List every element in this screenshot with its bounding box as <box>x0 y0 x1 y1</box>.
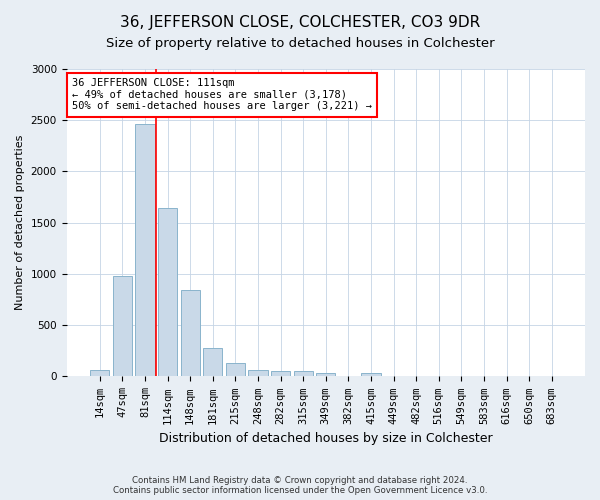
Text: Contains HM Land Registry data © Crown copyright and database right 2024.
Contai: Contains HM Land Registry data © Crown c… <box>113 476 487 495</box>
Bar <box>271 372 290 376</box>
X-axis label: Distribution of detached houses by size in Colchester: Distribution of detached houses by size … <box>159 432 493 445</box>
Text: 36 JEFFERSON CLOSE: 111sqm
← 49% of detached houses are smaller (3,178)
50% of s: 36 JEFFERSON CLOSE: 111sqm ← 49% of deta… <box>72 78 372 112</box>
Bar <box>136 124 155 376</box>
Text: Size of property relative to detached houses in Colchester: Size of property relative to detached ho… <box>106 38 494 51</box>
Bar <box>226 363 245 376</box>
Bar <box>293 371 313 376</box>
Y-axis label: Number of detached properties: Number of detached properties <box>15 135 25 310</box>
Bar <box>203 348 223 376</box>
Bar <box>248 370 268 376</box>
Text: 36, JEFFERSON CLOSE, COLCHESTER, CO3 9DR: 36, JEFFERSON CLOSE, COLCHESTER, CO3 9DR <box>120 15 480 30</box>
Bar <box>361 373 380 376</box>
Bar <box>158 208 177 376</box>
Bar <box>90 370 109 376</box>
Bar <box>113 276 132 376</box>
Bar <box>181 290 200 376</box>
Bar <box>316 374 335 376</box>
